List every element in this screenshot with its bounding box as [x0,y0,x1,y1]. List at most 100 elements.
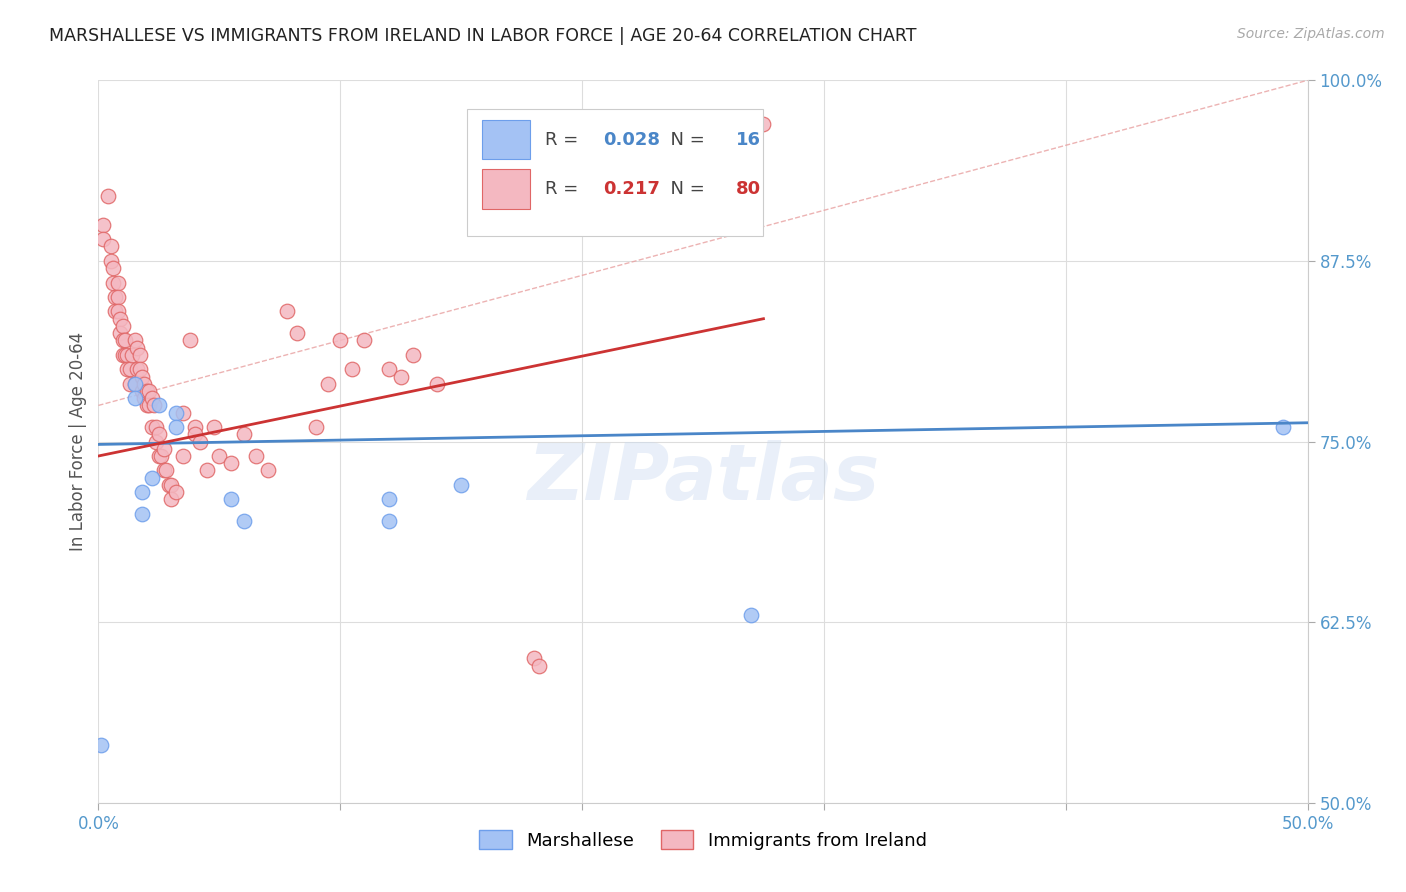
Point [111,318,134,333]
Point [148,427,170,442]
Point [128,348,150,362]
Point [97,189,120,203]
Point [108,326,131,341]
Point [131,485,153,500]
Point [128,362,150,376]
Point [160,478,183,492]
Text: N =: N = [659,179,711,198]
Point [131,507,153,521]
FancyBboxPatch shape [482,120,530,160]
Point [143,398,166,412]
Point [329,334,352,348]
Point [148,398,170,412]
Point [184,427,207,442]
Point [377,514,399,528]
Point [152,463,174,477]
Point [426,376,449,391]
Point [135,384,157,398]
Point [135,398,157,412]
Point [165,420,187,434]
Point [91,232,114,246]
Text: MARSHALLESE VS IMMIGRANTS FROM IRELAND IN LABOR FORCE | AGE 20-64 CORRELATION CH: MARSHALLESE VS IMMIGRANTS FROM IRELAND I… [49,27,917,45]
Point [204,420,226,434]
Point [100,254,122,268]
FancyBboxPatch shape [482,169,530,209]
Point [108,311,131,326]
Point [111,348,134,362]
Point [114,334,136,348]
Text: 16: 16 [735,130,761,149]
Text: 0.217: 0.217 [603,179,659,198]
Point [148,449,170,463]
Point [221,492,243,507]
Point [104,304,127,318]
Point [179,334,201,348]
Point [377,492,399,507]
Point [101,261,124,276]
Point [184,420,207,434]
Y-axis label: In Labor Force | Age 20-64: In Labor Force | Age 20-64 [69,332,87,551]
Text: 0.028: 0.028 [603,130,659,149]
Point [245,449,267,463]
Point [90,738,112,752]
Point [402,348,425,362]
Point [172,449,194,463]
Text: ZIPatlas: ZIPatlas [527,440,879,516]
Point [752,117,775,131]
Point [131,369,153,384]
Point [150,449,173,463]
Point [117,362,139,376]
Point [195,463,218,477]
Point [127,341,149,355]
Point [127,362,149,376]
Point [305,420,328,434]
Legend: Marshallese, Immigrants from Ireland: Marshallese, Immigrants from Ireland [470,822,936,859]
Point [389,369,412,384]
Text: Source: ZipAtlas.com: Source: ZipAtlas.com [1237,27,1385,41]
Point [232,427,254,442]
Point [276,304,298,318]
Point [145,434,167,449]
Point [141,391,163,405]
Point [104,290,127,304]
Point [221,456,243,470]
Point [111,334,134,348]
Point [107,304,129,318]
Point [285,326,308,341]
Point [134,391,156,405]
Text: 80: 80 [735,179,761,198]
Point [152,442,174,456]
Point [101,276,124,290]
Point [141,471,163,485]
Text: R =: R = [544,130,583,149]
Point [740,607,762,622]
Point [377,362,399,376]
Point [100,239,122,253]
Point [138,384,160,398]
Point [145,420,167,434]
Point [107,290,129,304]
Point [155,463,177,477]
Point [232,514,254,528]
Point [450,478,472,492]
FancyBboxPatch shape [467,109,763,235]
Point [208,449,231,463]
Text: N =: N = [659,130,711,149]
Point [527,658,550,673]
Point [165,406,187,420]
Point [117,348,139,362]
Point [121,348,143,362]
Point [124,376,146,391]
Point [124,376,146,391]
Point [131,384,153,398]
Point [188,434,211,449]
Point [157,478,180,492]
Point [118,376,141,391]
Point [172,406,194,420]
Point [523,651,546,665]
Point [165,485,187,500]
Point [124,334,146,348]
Point [114,348,136,362]
Point [160,492,183,507]
Point [342,362,364,376]
